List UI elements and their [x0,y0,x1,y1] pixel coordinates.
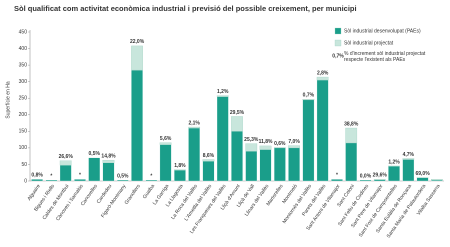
data-label: * [79,173,81,179]
bar-segment [231,116,243,132]
bar-segment [131,69,143,182]
legend-swatch [334,27,342,35]
legend-label: % d'increment sòl industrial projectat re… [344,51,426,63]
data-label: 11,8% [259,139,273,145]
data-label: 14,8% [101,153,116,159]
bar-segment [345,127,358,144]
bar-segment [88,157,101,182]
bar-segment [74,179,86,182]
data-label: 2,8% [317,70,329,76]
y-tick-label: 400 [19,46,28,52]
data-label: 38,8% [344,121,359,127]
y-tick-label: 250 [19,96,28,102]
bar-segment [273,147,286,182]
bar-segment [245,143,258,152]
bar-segment [59,160,72,166]
data-label: 4,7% [403,152,415,158]
bar-segment [416,177,429,182]
data-label: 0,0% [360,173,372,179]
bar-segment [202,159,215,162]
bar-segment [402,158,415,160]
y-tick-label: 200 [19,112,28,118]
bar-segment [174,169,186,182]
bar-segment [259,145,272,150]
bar-segment [188,127,201,182]
y-tick-label: 350 [19,62,28,68]
y-tick-label: 300 [19,79,28,85]
bar-segment [288,147,300,182]
bar-segment [431,179,443,181]
data-label: * [50,173,52,179]
bar-segment [102,159,115,163]
y-tick-label: 150 [19,129,28,135]
bar-segment [331,179,343,182]
bar-segment [188,126,201,129]
data-label: 5,6% [160,136,172,142]
bar-segment [131,45,143,71]
bar-segment [31,179,43,182]
bar-segment [388,165,400,182]
bar-segment [316,76,329,81]
data-label: 1,2% [388,159,400,165]
y-tick-label: 0 [24,178,27,184]
bar-segment [159,142,172,145]
chart-title: Sòl qualificat com activitat econòmica i… [14,4,357,13]
y-axis-label: Superfície en Ha [5,81,11,118]
bar-segment [245,151,258,182]
bar-segment [316,79,329,182]
bar-segment [302,99,315,101]
data-label: 22,0% [130,39,145,45]
data-label: 69,0% [415,171,430,177]
data-label: 0,8% [31,173,43,179]
bar-segment [216,95,229,97]
bar-segment [202,160,215,182]
data-label: 8,6% [203,153,215,159]
data-label: 7,0% [288,139,300,145]
legend-swatch [334,39,342,47]
bar-segment [102,162,115,182]
data-label: 0,6% [274,141,286,147]
bar-segment [302,99,315,182]
bar-segment [259,149,272,182]
bar-segment [231,131,243,182]
data-label: 2,1% [188,120,200,126]
legend-label: Sòl industrial desenvolupat (PAEs) [344,28,421,34]
data-label: * [336,173,338,179]
data-label: 0,5% [117,173,129,179]
bar-segment [159,144,172,182]
bar-segment [402,159,415,182]
bar-segment [373,179,386,182]
data-label: 29,5% [230,110,245,116]
bar-segment [345,142,358,182]
data-label: 26,6% [59,154,74,160]
data-label: 0,5% [89,151,101,157]
data-label: 1,2% [217,89,229,95]
bar-segment [216,96,229,182]
data-label: 25,3% [244,137,259,143]
y-tick-label: 100 [19,145,28,151]
bar-segment [59,164,72,182]
y-tick-label: 50 [21,162,27,168]
data-label: 29,6% [373,173,388,179]
legend-label: Sòl industrial projectat [344,40,394,46]
data-label: 1,8% [174,163,186,169]
x-tick-label: Gualba [142,183,156,200]
bar-segment [359,179,372,182]
data-label: * [150,173,152,179]
bar-segment [145,179,158,182]
legend-example: 0,7% [332,53,344,59]
bar-segment [288,145,300,149]
data-label: 0,7% [303,93,315,99]
bar-segment [45,179,58,182]
bar-segment [116,179,129,182]
y-tick-label: 450 [19,29,28,35]
